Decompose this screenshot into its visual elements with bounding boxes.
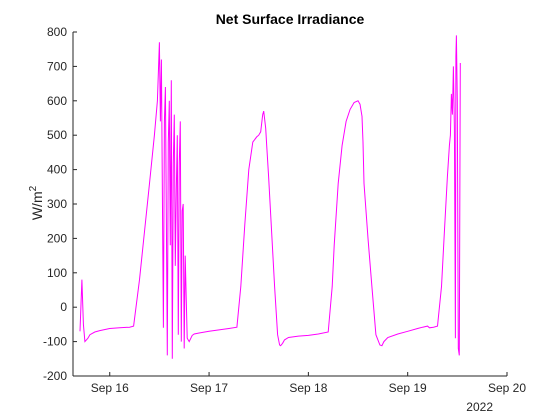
- x-tick-label: Sep 20: [488, 381, 526, 395]
- y-tick-label: -200: [43, 369, 67, 383]
- y-axis-label-main: W/m: [29, 191, 45, 220]
- chart-title: Net Surface Irradiance: [216, 11, 365, 27]
- y-tick-label: 200: [47, 231, 67, 245]
- y-tick-label: 500: [47, 128, 67, 142]
- y-axis-label: W/m2: [28, 185, 45, 220]
- y-tick-label: 800: [47, 25, 67, 39]
- y-tick-label: 400: [47, 163, 67, 177]
- y-tick-label: 100: [47, 266, 67, 280]
- y-tick-label: 0: [60, 300, 67, 314]
- y-tick-label: 300: [47, 197, 67, 211]
- y-tick-label: 700: [47, 59, 67, 73]
- x-tick-label: Sep 18: [289, 381, 327, 395]
- y-tick-label: -100: [43, 335, 67, 349]
- y-axis-label-superscript: 2: [28, 185, 39, 191]
- plot-area: [79, 35, 461, 359]
- axes: Sep 16 Sep 17 Sep 18 Sep 19 Sep 20 -200 -100 0…: [43, 25, 526, 395]
- x-tick-label: Sep 19: [389, 381, 427, 395]
- x-tick-label: Sep 17: [190, 381, 228, 395]
- y-tick-label: 600: [47, 94, 67, 108]
- y-axis-ticks: -200 -100 0 100 200 300 400 500 600 700 800: [43, 25, 77, 383]
- x-axis-year-label: 2022: [466, 400, 493, 414]
- x-tick-label: Sep 16: [91, 381, 129, 395]
- series-line-net-surface-irradiance: [79, 35, 461, 359]
- x-axis-ticks: Sep 16 Sep 17 Sep 18 Sep 19 Sep 20: [91, 372, 526, 395]
